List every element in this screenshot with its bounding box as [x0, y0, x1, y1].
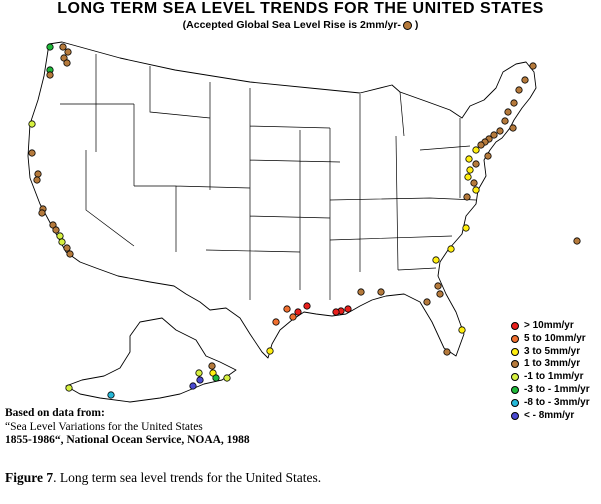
data-source-note: Based on data from: “Sea Level Variation…	[5, 407, 250, 448]
tide-station-marker	[52, 226, 60, 234]
tide-station-marker	[509, 124, 517, 132]
tide-station-marker	[423, 298, 431, 306]
tide-station-marker	[443, 348, 451, 356]
tide-station-marker	[462, 224, 470, 232]
legend-dot	[511, 385, 519, 394]
tide-station-marker	[504, 108, 512, 116]
legend-label: 5 to 10mm/yr	[524, 332, 586, 344]
tide-station-marker	[377, 288, 385, 296]
figure-label: Figure 7	[5, 470, 54, 485]
us-outline	[27, 41, 537, 403]
tide-station-marker	[496, 127, 504, 135]
tide-station-marker	[510, 99, 518, 107]
figure-caption-text: . Long term sea level trends for the Uni…	[53, 470, 322, 485]
tide-station-marker	[63, 59, 71, 67]
source-line-2: 1855-1986“, National Ocean Service, NOAA…	[5, 434, 250, 448]
tide-station-marker	[463, 193, 471, 201]
tide-station-marker	[212, 374, 220, 382]
tide-station-marker	[529, 62, 537, 70]
tide-station-marker	[34, 170, 42, 178]
tide-station-marker	[64, 48, 72, 56]
legend-label: > 10mm/yr	[524, 320, 574, 331]
tide-station-marker	[432, 256, 440, 264]
tide-station-marker	[283, 305, 291, 313]
global-rise-dot	[402, 20, 412, 30]
legend-label: < - 8mm/yr	[524, 409, 575, 421]
tide-station-marker	[196, 376, 204, 384]
legend-label: 1 to 3mm/yr	[524, 358, 581, 370]
tide-station-marker	[477, 141, 485, 149]
tide-station-marker	[303, 302, 311, 310]
legend-dot	[511, 347, 519, 356]
tide-station-marker	[65, 384, 73, 392]
tide-station-marker	[289, 313, 297, 321]
state-borders	[60, 54, 477, 300]
source-line-1: “Sea Level Variations for the United Sta…	[5, 420, 203, 433]
tide-station-marker	[344, 305, 352, 313]
tide-station-marker	[195, 369, 203, 377]
tide-station-marker	[46, 71, 54, 79]
tide-station-marker	[501, 117, 509, 125]
figure-caption: Figure 7. Long term sea level trends for…	[5, 470, 321, 486]
subtitle-close: )	[411, 19, 419, 31]
map-title: LONG TERM SEA LEVEL TRENDS FOR THE UNITE…	[57, 0, 544, 17]
tide-station-marker	[521, 76, 529, 84]
tide-station-marker	[294, 308, 302, 316]
tide-station-marker	[332, 308, 340, 316]
tide-station-marker	[46, 43, 54, 51]
tide-station-marker	[464, 173, 472, 181]
subtitle-text: (Accepted Global Sea Level Rise is 2mm/y…	[182, 19, 401, 31]
tide-station-marker	[208, 362, 216, 370]
legend-label: -1 to 1mm/yr	[524, 371, 584, 383]
tide-station-marker	[484, 152, 492, 160]
tide-station-marker	[59, 43, 67, 51]
tide-station-marker	[107, 391, 115, 399]
legend-dot	[511, 411, 519, 420]
legend-label: 3 to 5mm/yr	[524, 345, 581, 357]
tide-station-marker	[66, 250, 74, 258]
source-heading: Based on data from:	[5, 407, 105, 419]
tide-station-marker	[272, 318, 280, 326]
tide-station-marker	[357, 288, 365, 296]
source-publisher: , National Ocean Service, NOAA, 1988	[60, 434, 250, 446]
legend-dot	[511, 322, 519, 330]
tide-station-marker	[58, 238, 66, 246]
tide-station-marker	[472, 160, 480, 168]
legend-label: -8 to - 3mm/yr	[524, 396, 590, 408]
tide-station-marker	[447, 245, 455, 253]
tide-station-marker	[434, 282, 442, 290]
tide-station-marker	[490, 131, 498, 139]
tide-station-marker	[472, 146, 480, 154]
tide-station-marker	[28, 120, 36, 128]
tide-station-marker	[189, 382, 197, 390]
tide-station-marker	[573, 237, 581, 245]
tide-station-marker	[458, 326, 466, 334]
source-years: 1855-1986“	[5, 434, 61, 446]
tide-station-marker	[266, 347, 274, 355]
tide-station-marker	[56, 232, 64, 240]
map-subtitle: (Accepted Global Sea Level Rise is 2mm/y…	[0, 19, 601, 31]
legend-label: -3 to - 1mm/yr	[524, 383, 590, 395]
legend-dot	[511, 398, 519, 407]
tide-station-marker	[63, 244, 71, 252]
tide-station-marker	[28, 149, 36, 157]
tide-station-marker	[223, 374, 231, 382]
station-markers	[28, 43, 581, 399]
tide-station-marker	[38, 209, 46, 217]
tide-station-marker	[436, 290, 444, 298]
tide-station-marker	[465, 155, 473, 163]
tide-station-marker	[33, 176, 41, 184]
legend-dot	[511, 373, 519, 382]
tide-station-marker	[470, 179, 478, 187]
tide-station-marker	[472, 186, 480, 194]
legend-dot	[511, 360, 519, 369]
tide-station-marker	[466, 166, 474, 174]
legend-dot	[511, 334, 519, 343]
tide-station-marker	[515, 86, 523, 94]
